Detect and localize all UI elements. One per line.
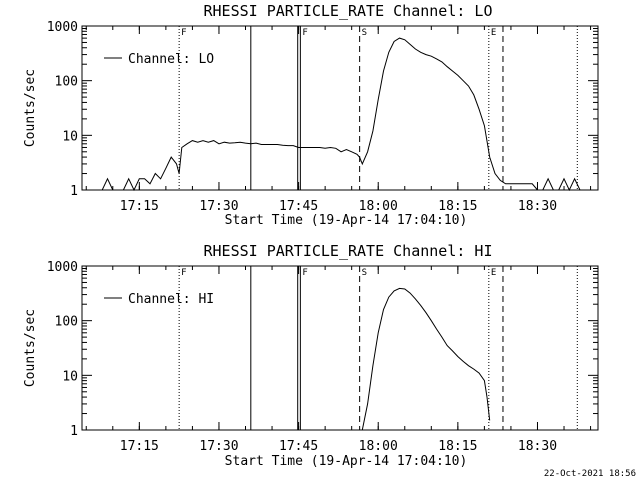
x-tick-label: 17:45: [279, 199, 318, 214]
marker-label: F: [302, 268, 307, 278]
marker-label: S: [362, 28, 367, 38]
plot-frame: [81, 25, 599, 191]
marker-label: E: [491, 268, 496, 278]
marker-label: F: [181, 268, 186, 278]
y-axis-label: Counts/sec: [23, 69, 38, 147]
chart-title: RHESSI PARTICLE_RATE Channel: LO: [204, 2, 493, 20]
x-axis-label: Start Time (19-Apr-14 17:04:10): [225, 213, 468, 228]
chart-title: RHESSI PARTICLE_RATE Channel: HI: [204, 242, 493, 260]
marker-label: S: [362, 268, 367, 278]
axis-ticks: 17:15 17:30 17:45 18:00 18:15 18:30 1 10 100 1000: [47, 20, 598, 214]
x-tick-label: 17:45: [279, 439, 318, 454]
marker-label: F: [181, 28, 186, 38]
x-tick-label: 17:15: [120, 439, 159, 454]
plot-frame: [81, 265, 599, 431]
series-line-hi: [361, 287, 491, 431]
y-tick-label: 10: [62, 129, 78, 144]
x-tick-label: 17:30: [199, 439, 238, 454]
x-tick-label: 18:00: [359, 439, 398, 454]
legend-label: Channel: HI: [128, 292, 214, 307]
series-line-lo: [96, 37, 581, 192]
y-axis-label: Counts/sec: [23, 309, 38, 387]
axis-ticks: 17:15 17:30 17:45 18:00 18:15 18:30 1 10 100 1000: [47, 260, 598, 454]
chart-panel-hi: RHESSI PARTICLE_RATE Channel: HI Counts/…: [23, 242, 599, 469]
y-tick-label: 1: [70, 184, 78, 199]
y-tick-label: 1000: [47, 20, 78, 35]
marker-label: F: [302, 28, 307, 38]
marker-label: E: [491, 28, 496, 38]
x-tick-label: 18:30: [518, 439, 557, 454]
y-tick-label: 100: [55, 75, 78, 90]
x-tick-label: 17:15: [120, 199, 159, 214]
footer-timestamp: 22-Oct-2021 18:56: [544, 469, 636, 479]
x-tick-label: 17:30: [199, 199, 238, 214]
chart-panel-lo: RHESSI PARTICLE_RATE Channel: LO Counts/…: [23, 2, 599, 228]
y-tick-label: 100: [55, 315, 78, 330]
y-tick-label: 10: [62, 369, 78, 384]
y-tick-label: 1000: [47, 260, 78, 275]
x-axis-label: Start Time (19-Apr-14 17:04:10): [225, 454, 468, 469]
x-tick-label: 18:15: [438, 199, 477, 214]
x-tick-label: 18:00: [359, 199, 398, 214]
x-tick-label: 18:15: [438, 439, 477, 454]
x-tick-label: 18:30: [518, 199, 557, 214]
y-tick-label: 1: [70, 424, 78, 439]
legend-label: Channel: LO: [128, 52, 214, 67]
